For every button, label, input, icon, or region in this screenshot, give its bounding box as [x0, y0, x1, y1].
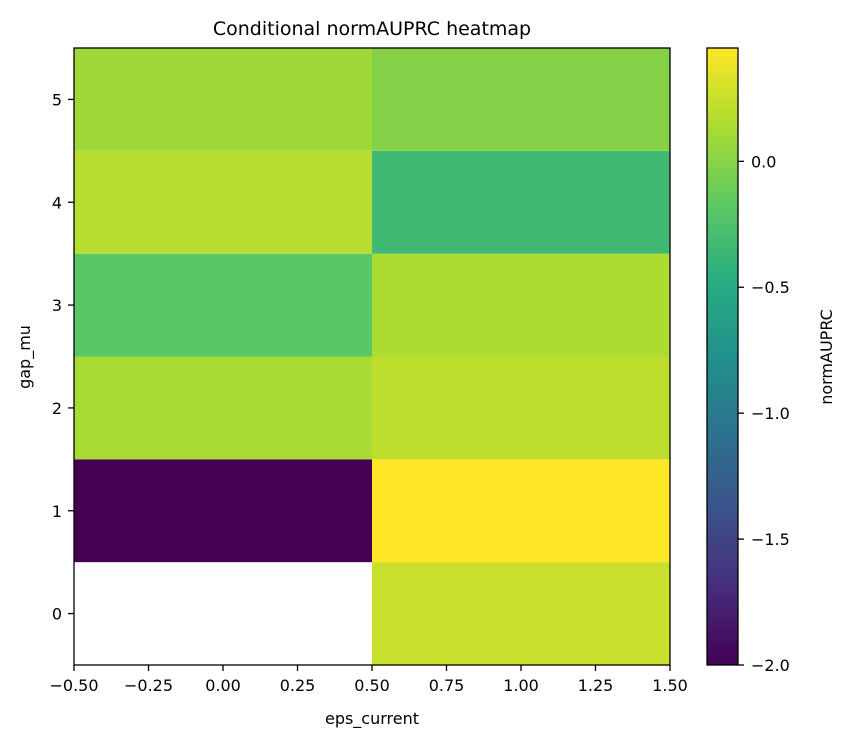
heatmap-cells: [74, 48, 670, 665]
heatmap-cell: [74, 253, 372, 357]
colorbar-label: normAUPRC: [817, 309, 836, 405]
heatmap-cell: [372, 356, 670, 460]
heatmap-cell: [74, 356, 372, 460]
colorbar-ticks: 0.0 −0.5 −1.0 −1.5 −2.0: [738, 152, 790, 675]
x-tick-label: 1.50: [652, 676, 688, 695]
heatmap-cell: [372, 253, 670, 357]
x-tick-label: 0.50: [354, 676, 390, 695]
x-axis-label: eps_current: [325, 709, 419, 729]
x-tick-label: −0.50: [49, 676, 98, 695]
x-tick-label: 1.00: [503, 676, 539, 695]
heatmap-cell: [372, 562, 670, 665]
heatmap-cell: [74, 150, 372, 254]
x-tick-label: 0.00: [205, 676, 241, 695]
y-tick-label: 3: [52, 296, 62, 315]
colorbar: [706, 47, 739, 666]
x-tick-label: −0.25: [124, 676, 173, 695]
y-axis-label: gap_mu: [15, 325, 35, 389]
heatmap-cell: [74, 48, 372, 151]
heatmap-cell: [372, 150, 670, 254]
y-tick-label: 4: [52, 193, 62, 212]
heatmap-cell: [372, 459, 670, 563]
y-tick-label: 1: [52, 502, 62, 521]
colorbar-tick-label: −1.5: [751, 530, 790, 549]
heatmap-cell: [372, 48, 670, 151]
y-tick-label: 2: [52, 399, 62, 418]
colorbar-tick-label: −2.0: [751, 656, 790, 675]
x-tick-label: 1.25: [578, 676, 614, 695]
x-axis-ticks: −0.50 −0.25 0.00 0.25 0.50 0.75 1.00 1.25 1.50: [49, 665, 688, 695]
colorbar-tick-label: 0.0: [751, 152, 776, 171]
x-tick-label: 0.75: [429, 676, 465, 695]
x-tick-label: 0.25: [280, 676, 316, 695]
y-tick-label: 5: [52, 90, 62, 109]
heatmap-cell: [74, 459, 372, 563]
colorbar-tick-label: −1.0: [751, 404, 790, 423]
y-tick-label: 0: [52, 605, 62, 624]
y-axis-ticks: 0 1 2 3 4 5: [52, 90, 74, 624]
colorbar-tick-label: −0.5: [751, 278, 790, 297]
chart-title: Conditional normAUPRC heatmap: [213, 18, 531, 40]
